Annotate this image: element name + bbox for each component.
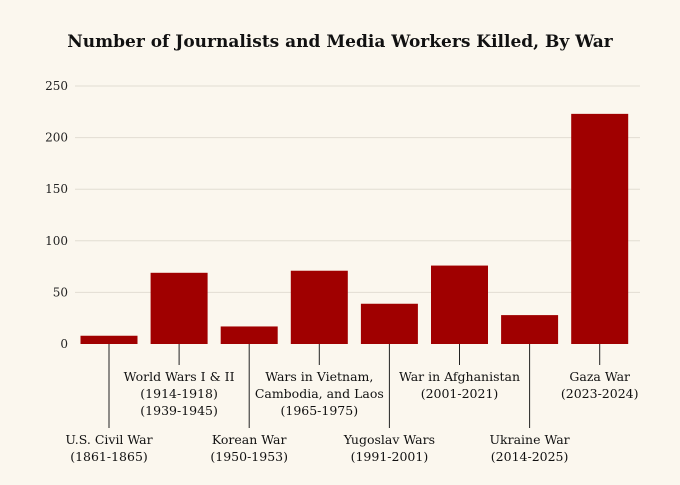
- bars: [80, 113, 629, 344]
- category-label: Yugoslav Wars (1991-2001): [343, 432, 435, 464]
- bar: [360, 303, 418, 344]
- category-label: World Wars I & II (1914-1918) (1939-1945): [124, 369, 235, 418]
- y-tick-label: 100: [45, 234, 68, 248]
- category-label: U.S. Civil War (1861-1865): [65, 432, 152, 464]
- category-label: Ukraine War (2014-2025): [490, 432, 570, 464]
- y-axis-tick-labels: 0 50 100 150 200 250: [45, 79, 68, 351]
- category-label: War in Afghanistan (2001-2021): [399, 369, 520, 401]
- y-tick-label: 150: [45, 182, 68, 196]
- bar: [431, 265, 488, 344]
- y-tick-label: 0: [60, 337, 68, 351]
- bar: [290, 270, 348, 344]
- y-tick-label: 200: [45, 131, 68, 145]
- chart-title: Number of Journalists and Media Workers …: [67, 32, 614, 52]
- bar: [571, 113, 629, 344]
- y-tick-label: 50: [53, 285, 68, 299]
- bar: [220, 326, 278, 344]
- bar: [501, 315, 559, 344]
- bar: [80, 335, 138, 344]
- y-tick-label: 250: [45, 79, 68, 93]
- category-labels: U.S. Civil War (1861-1865) World Wars I & …: [65, 344, 639, 464]
- bar: [150, 272, 208, 344]
- category-label: Korean War (1950-1953): [210, 432, 288, 464]
- category-label: Wars in Vietnam, Cambodia, and Laos (1965-…: [255, 369, 384, 418]
- category-label: Gaza War (2023-2024): [561, 369, 639, 401]
- gridlines: [75, 85, 640, 293]
